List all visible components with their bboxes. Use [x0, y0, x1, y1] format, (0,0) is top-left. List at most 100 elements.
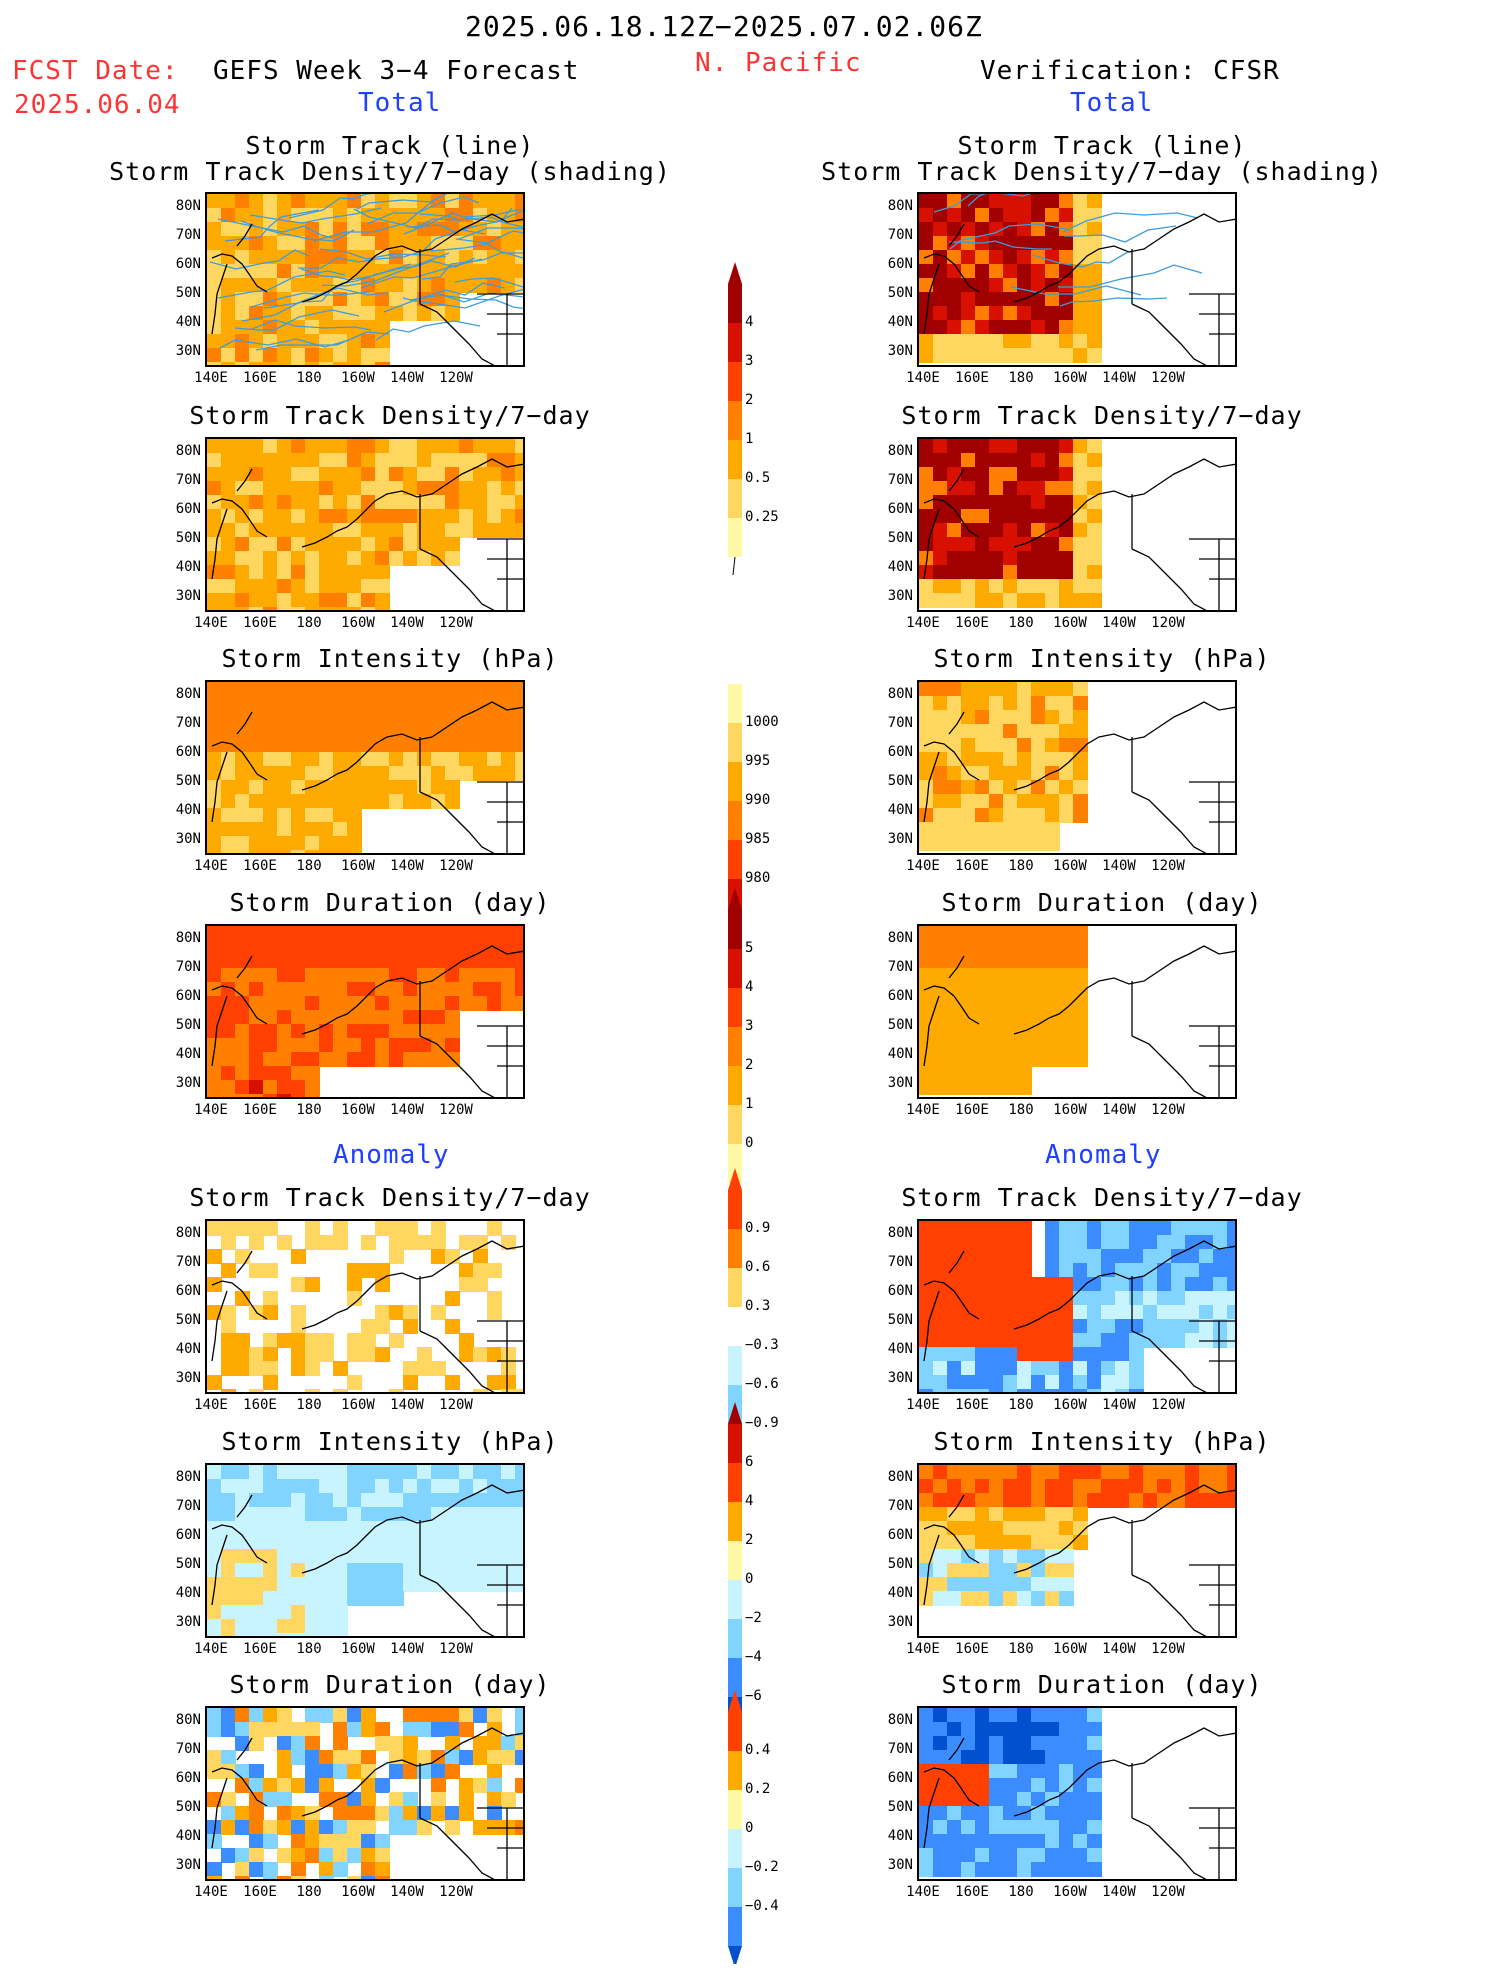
lon-label: 160E [955, 1102, 989, 1118]
anom-intensity-title-left: Storm Intensity (hPa) [221, 1427, 559, 1456]
lat-label: 70N [887, 1741, 913, 1757]
lon-label: 140W [390, 370, 424, 386]
lat-label: 30N [175, 1075, 201, 1091]
colorbar-density-anom-tick: −0.9 [745, 1415, 779, 1431]
total-label-left: Total [358, 88, 442, 118]
lat-label: 30N [887, 343, 913, 359]
lon-label: 180 [296, 1884, 322, 1900]
anomaly-label-left: Anomaly [333, 1140, 450, 1170]
anom-duration-title-right: Storm Duration (day) [941, 1670, 1263, 1699]
track-title-right-2: Storm Track Density/7−day (shading) [821, 157, 1383, 186]
colorbar-intensity-total-tick: 1000 [745, 714, 779, 730]
lat-label: 30N [175, 1614, 201, 1630]
lat-label: 50N [175, 285, 201, 301]
intensity-map-left [205, 680, 525, 855]
lon-label: 140W [1102, 370, 1136, 386]
anom-intensity-map-right [917, 1463, 1237, 1638]
lon-label: 140W [390, 1397, 424, 1413]
lat-label: 60N [175, 501, 201, 517]
lon-label: 140E [194, 858, 228, 874]
lat-label: 60N [175, 1283, 201, 1299]
anom-intensity-title-right: Storm Intensity (hPa) [933, 1427, 1271, 1456]
lat-label: 70N [887, 715, 913, 731]
lat-label: 40N [887, 1585, 913, 1601]
lon-label: 120W [439, 1641, 473, 1657]
lon-label: 140W [390, 1641, 424, 1657]
lon-label: 120W [439, 858, 473, 874]
lat-label: 50N [887, 1556, 913, 1572]
lat-label: 70N [887, 227, 913, 243]
lat-label: 40N [175, 1585, 201, 1601]
lon-label: 160E [243, 615, 277, 631]
lat-label: 80N [175, 686, 201, 702]
lon-label: 140E [194, 370, 228, 386]
lat-label: 30N [175, 588, 201, 604]
lat-label: 30N [175, 1857, 201, 1873]
colorbar-intensity-total-tick: 995 [745, 753, 771, 769]
lat-label: 40N [175, 559, 201, 575]
lat-label: 80N [887, 1712, 913, 1728]
lat-label: 70N [175, 227, 201, 243]
lat-label: 80N [887, 443, 913, 459]
lon-label: 160W [1053, 615, 1087, 631]
anom-density-title-right: Storm Track Density/7−day [901, 1183, 1303, 1212]
lon-label: 160E [955, 1884, 989, 1900]
lon-label: 160W [341, 1641, 375, 1657]
lon-label: 140W [1102, 1102, 1136, 1118]
lon-label: 140W [390, 615, 424, 631]
anom-duration-map-right [917, 1706, 1237, 1881]
lat-label: 70N [175, 959, 201, 975]
lat-label: 50N [887, 1017, 913, 1033]
lat-label: 70N [175, 1254, 201, 1270]
lon-label: 140W [1102, 1397, 1136, 1413]
lat-label: 80N [887, 198, 913, 214]
lat-label: 40N [887, 559, 913, 575]
lat-label: 60N [887, 501, 913, 517]
lon-label: 120W [1151, 858, 1185, 874]
lat-label: 50N [175, 530, 201, 546]
lon-label: 140W [390, 1102, 424, 1118]
lon-label: 160E [243, 1102, 277, 1118]
lon-label: 180 [296, 615, 322, 631]
lon-label: 140E [194, 1102, 228, 1118]
lon-label: 180 [1008, 1102, 1034, 1118]
lon-label: 180 [1008, 615, 1034, 631]
lon-label: 160W [341, 1102, 375, 1118]
lat-label: 70N [887, 1254, 913, 1270]
lat-label: 40N [175, 1828, 201, 1844]
lon-label: 160W [341, 615, 375, 631]
lat-label: 80N [175, 1469, 201, 1485]
lon-label: 140E [906, 370, 940, 386]
lon-label: 120W [1151, 1397, 1185, 1413]
lon-label: 160W [341, 858, 375, 874]
lat-label: 50N [887, 530, 913, 546]
colorbar-intensity-anom-tick: 4 [745, 1493, 754, 1509]
lat-label: 40N [887, 1046, 913, 1062]
lat-label: 70N [175, 1741, 201, 1757]
colorbar-density-total-tick: 2 [745, 392, 754, 408]
colorbar-density-anom-tick: 0.3 [745, 1298, 771, 1314]
duration-map-left [205, 924, 525, 1099]
date-range: 2025.06.18.12Z−2025.07.02.06Z [465, 10, 983, 43]
lon-label: 140W [390, 858, 424, 874]
colorbar-intensity-anom-tick: −2 [745, 1610, 762, 1626]
lat-label: 60N [175, 256, 201, 272]
lat-label: 50N [887, 773, 913, 789]
lat-label: 30N [175, 831, 201, 847]
lat-label: 70N [887, 959, 913, 975]
lon-label: 180 [1008, 858, 1034, 874]
lon-label: 120W [1151, 1641, 1185, 1657]
lon-label: 160E [243, 370, 277, 386]
lon-label: 160W [1053, 370, 1087, 386]
lon-label: 140E [906, 858, 940, 874]
lon-label: 160E [955, 1641, 989, 1657]
duration-title-right: Storm Duration (day) [941, 888, 1263, 917]
track-title-left-2: Storm Track Density/7−day (shading) [109, 157, 671, 186]
colorbar-density-anom-tick: 0.6 [745, 1259, 771, 1275]
lat-label: 40N [887, 1828, 913, 1844]
lat-label: 70N [175, 472, 201, 488]
lat-label: 50N [887, 1312, 913, 1328]
lat-label: 40N [175, 1341, 201, 1357]
lon-label: 160W [1053, 1102, 1087, 1118]
lat-label: 80N [887, 930, 913, 946]
